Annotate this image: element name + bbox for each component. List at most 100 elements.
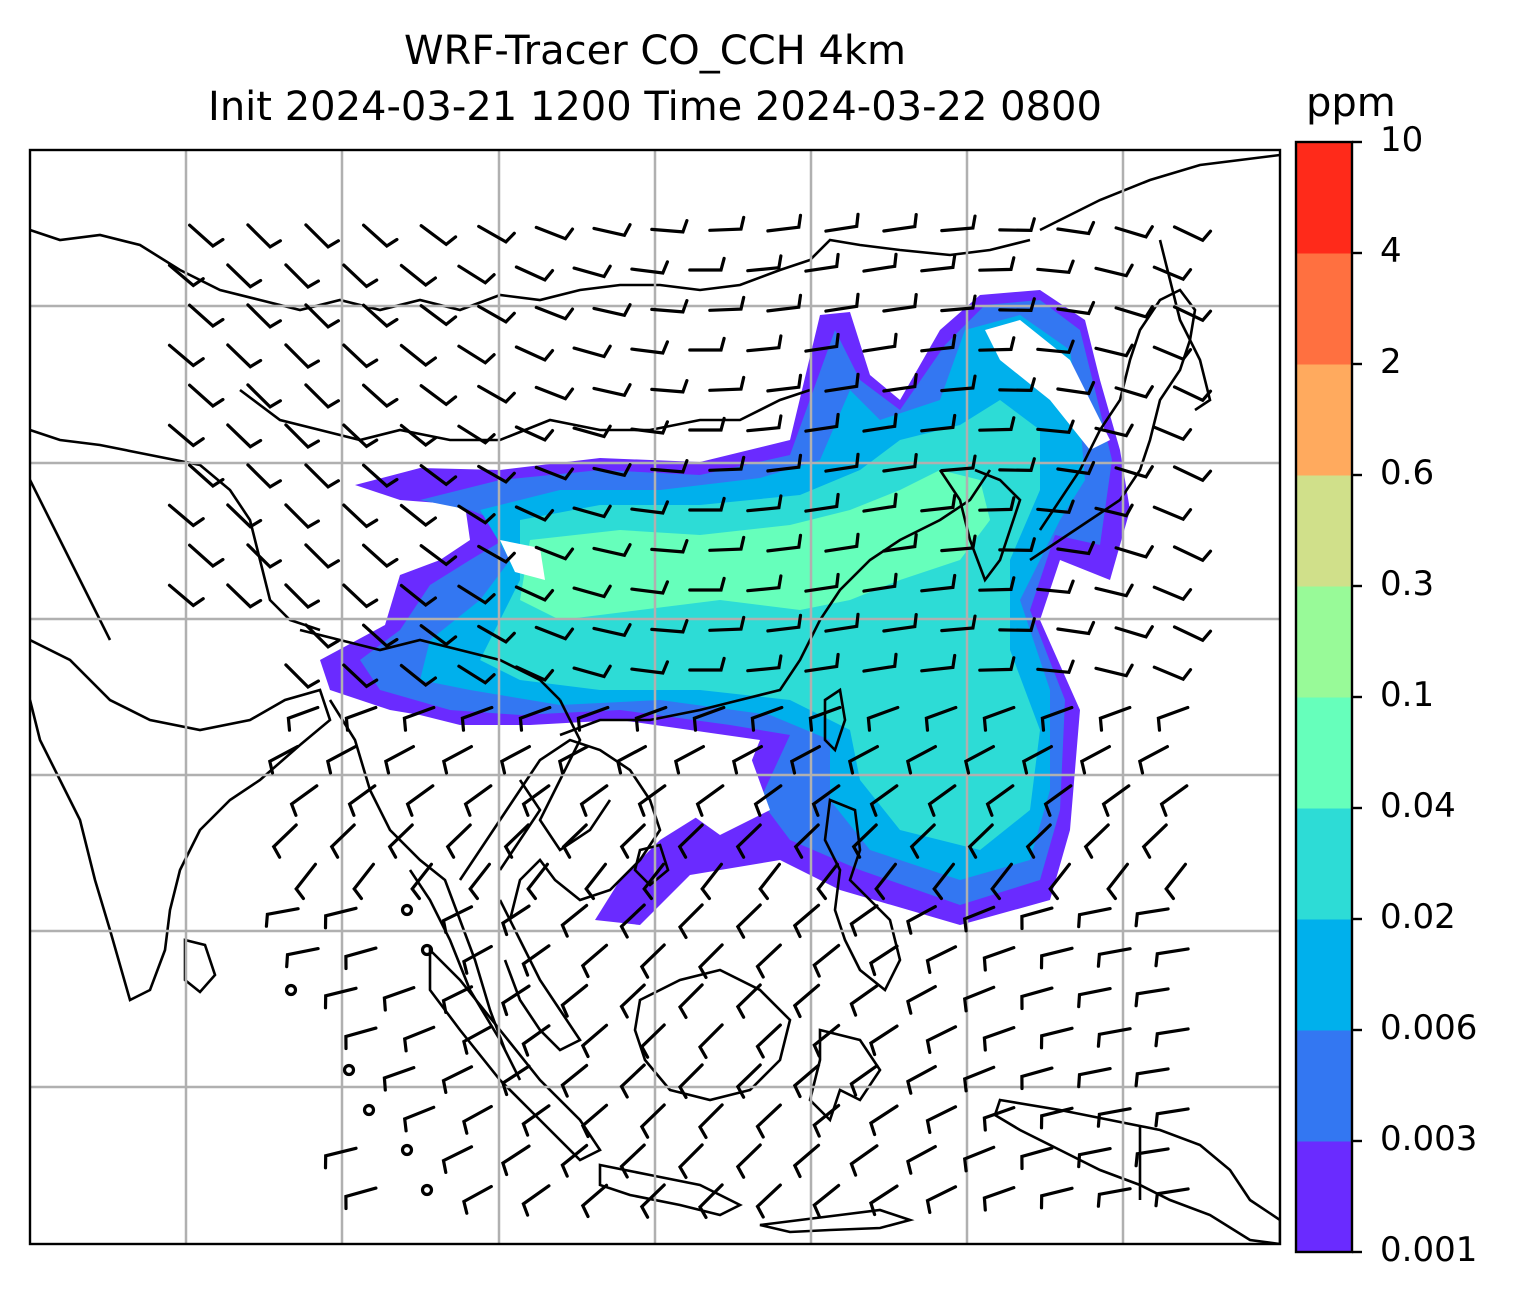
colorbar-segment	[1296, 808, 1352, 920]
wind-barb	[1164, 862, 1187, 901]
wind-barb	[639, 1023, 666, 1059]
wind-barb	[688, 656, 726, 672]
calm-wind-marker	[342, 1063, 356, 1077]
wind-barb	[457, 264, 496, 285]
wind-barb	[402, 1025, 436, 1053]
wind-barb	[925, 1025, 958, 1054]
wind-barb	[792, 903, 821, 939]
wind-barb	[1077, 907, 1112, 929]
wind-barb	[382, 1066, 416, 1092]
wind-barb	[284, 583, 320, 609]
wind-barb	[342, 583, 379, 609]
wind-barb	[441, 1145, 474, 1174]
wind-barb	[874, 862, 897, 901]
wind-barb	[804, 572, 840, 593]
wind-barb	[457, 504, 496, 525]
wind-barb	[990, 862, 1013, 901]
wind-barb	[514, 585, 555, 602]
wind-barb	[804, 652, 840, 673]
calm-wind-marker	[420, 943, 434, 957]
wind-barb	[1154, 947, 1190, 968]
wind-barb	[344, 1026, 378, 1051]
wind-barb	[688, 576, 726, 592]
wind-barb	[560, 1063, 589, 1098]
wind-barb	[692, 705, 726, 732]
wind-barb	[462, 1024, 493, 1055]
wind-barb	[982, 705, 1016, 732]
wind-barb	[1134, 907, 1170, 928]
wind-barb	[940, 614, 977, 633]
wind-barb	[698, 1023, 724, 1059]
wind-barb	[402, 1105, 436, 1133]
wind-barb	[419, 544, 458, 567]
wind-barb	[592, 543, 632, 558]
wind-barb	[592, 463, 632, 478]
colorbar-segment	[1296, 586, 1352, 698]
wind-barb	[246, 383, 282, 409]
wind-barb	[630, 260, 669, 275]
wind-barb	[766, 293, 803, 313]
wind-barb	[1154, 1027, 1190, 1048]
wind-barb	[650, 299, 689, 314]
wind-barb	[1096, 947, 1132, 968]
wind-barb	[868, 944, 899, 977]
wind-barb	[688, 416, 726, 432]
wind-barb	[998, 617, 1036, 633]
wind-barb	[1083, 823, 1110, 859]
wind-barb	[534, 625, 575, 641]
wind-barb	[584, 862, 607, 901]
wind-barb	[304, 383, 340, 409]
wind-barb	[1172, 465, 1213, 483]
wind-barb	[382, 986, 416, 1012]
wind-barb	[735, 823, 762, 859]
wind-barb	[521, 1184, 551, 1217]
wind-barb	[630, 500, 669, 515]
wind-barb	[862, 492, 898, 513]
wind-barb	[226, 583, 263, 609]
wind-barb	[882, 613, 918, 633]
wind-barb	[906, 1065, 937, 1095]
coastline-korea	[938, 468, 1022, 583]
wind-barb	[342, 663, 379, 689]
wind-barb	[500, 1144, 531, 1177]
wind-barb	[932, 862, 955, 901]
wind-barb	[849, 904, 879, 937]
wind-barb	[925, 945, 958, 974]
coastline-hainan	[633, 843, 670, 887]
wind-barb	[755, 943, 782, 979]
wind-barb	[708, 535, 746, 552]
wind-barb	[812, 943, 841, 978]
colorbar-segment	[1296, 142, 1352, 254]
wind-barb	[521, 1024, 551, 1057]
wind-barb	[637, 784, 667, 817]
wind-barb	[457, 424, 496, 445]
wind-barb	[862, 252, 898, 273]
wind-barb	[579, 784, 609, 817]
wind-barb	[1172, 385, 1213, 403]
wind-barb	[526, 862, 549, 901]
wind-barb	[521, 784, 551, 817]
calm-wind-marker	[420, 1183, 434, 1197]
wind-barb	[284, 503, 320, 529]
wind-barb	[906, 905, 937, 935]
wind-barb	[920, 573, 957, 593]
wind-barb	[477, 464, 516, 484]
wind-barb	[304, 303, 340, 329]
wind-barb	[735, 903, 762, 939]
wind-barb	[1020, 1146, 1054, 1171]
wind-barb	[1114, 305, 1154, 319]
colorbar-segment	[1296, 253, 1352, 365]
wind-barb	[766, 213, 803, 233]
wind-barb	[572, 264, 612, 279]
wind-barb	[793, 823, 820, 859]
colorbar-frame	[1294, 140, 1354, 1254]
wind-barb	[514, 265, 555, 282]
wind-barb	[925, 1105, 958, 1134]
wind-barb	[862, 332, 898, 353]
wind-barb	[284, 663, 320, 689]
wind-barb	[521, 1104, 551, 1137]
wind-barb	[1077, 1067, 1112, 1089]
wind-barb	[477, 384, 516, 404]
wind-barb	[534, 385, 575, 401]
coastline-borneo	[633, 968, 792, 1102]
